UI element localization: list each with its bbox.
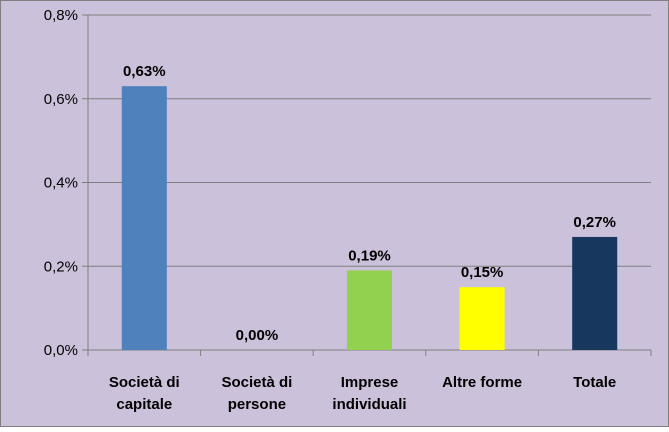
data-label: 0,00% (236, 327, 279, 344)
y-tick-label: 0,6% (44, 91, 78, 108)
bar (459, 287, 505, 350)
category-label: Totale (573, 374, 616, 391)
category-label: Società di capitale (109, 374, 180, 413)
category-label: Imprese individuali (332, 374, 406, 413)
bar (346, 270, 393, 350)
labels: 0,0% 0,2% 0,4% 0,6% 0,8% 0,63% Società di capit… (44, 7, 616, 413)
data-label: 0,27% (573, 214, 616, 231)
data-label: 0,19% (348, 247, 391, 264)
bar (572, 236, 618, 350)
category-label: Società di persone (221, 374, 292, 413)
y-tick-label: 0,0% (44, 342, 78, 359)
data-label: 0,63% (123, 63, 166, 80)
y-tick-label: 0,8% (44, 7, 78, 24)
y-tick-label: 0,4% (44, 175, 78, 192)
y-tick-label: 0,2% (44, 258, 78, 275)
bar (121, 86, 167, 350)
category-label: Altre forme (442, 374, 522, 391)
data-label: 0,15% (461, 264, 504, 281)
gridlines (88, 14, 651, 267)
bars (121, 86, 618, 350)
